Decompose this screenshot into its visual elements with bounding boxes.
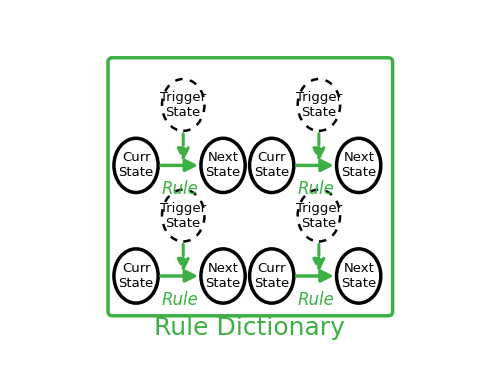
Ellipse shape: [250, 249, 294, 303]
Ellipse shape: [337, 138, 381, 193]
Ellipse shape: [162, 79, 205, 131]
FancyBboxPatch shape: [108, 58, 393, 316]
Text: Rule Dictionary: Rule Dictionary: [154, 316, 345, 340]
Ellipse shape: [298, 190, 340, 242]
Text: Rule: Rule: [298, 180, 335, 198]
Ellipse shape: [250, 138, 294, 193]
Text: Next
State: Next State: [341, 151, 376, 179]
Ellipse shape: [201, 249, 245, 303]
Ellipse shape: [114, 249, 158, 303]
Ellipse shape: [162, 190, 205, 242]
Text: Trigger
State: Trigger State: [296, 201, 342, 229]
Text: Next
State: Next State: [341, 262, 376, 290]
Ellipse shape: [298, 79, 340, 131]
Ellipse shape: [201, 138, 245, 193]
Text: Trigger
State: Trigger State: [296, 91, 342, 119]
Text: Curr
State: Curr State: [254, 151, 289, 179]
Text: Next
State: Next State: [206, 262, 241, 290]
Text: Rule: Rule: [298, 291, 335, 309]
Text: Rule: Rule: [162, 291, 199, 309]
Text: Next
State: Next State: [206, 151, 241, 179]
Ellipse shape: [337, 249, 381, 303]
Text: Trigger
State: Trigger State: [160, 201, 206, 229]
Text: Curr
State: Curr State: [254, 262, 289, 290]
Text: Curr
State: Curr State: [118, 151, 154, 179]
Text: Curr
State: Curr State: [118, 262, 154, 290]
Ellipse shape: [114, 138, 158, 193]
Text: Trigger
State: Trigger State: [160, 91, 206, 119]
Text: Rule: Rule: [162, 180, 199, 198]
